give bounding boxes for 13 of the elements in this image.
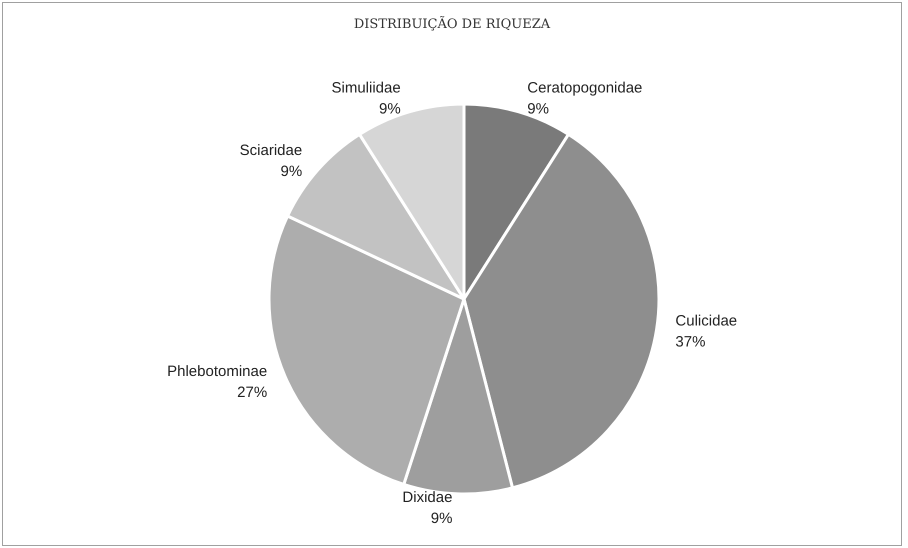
data-label: 27% [237,384,268,402]
slice-label: Ceratopogonidae [527,79,642,96]
slice-label: Dixidae [402,488,452,506]
slice-label: Simuliidae [331,79,401,96]
data-label: 9% [430,510,452,527]
data-label: 9% [280,162,302,180]
data-label: 9% [527,100,549,118]
data-label: 9% [379,100,401,118]
slice-label: Sciaridae [240,142,302,159]
slice-label: Culicidae [675,312,738,330]
slice-label: Phlebotominae [167,363,268,380]
chart-title: DISTRIBUIÇÃO DE RIQUEZA [354,16,551,32]
data-label: 37% [675,334,706,351]
